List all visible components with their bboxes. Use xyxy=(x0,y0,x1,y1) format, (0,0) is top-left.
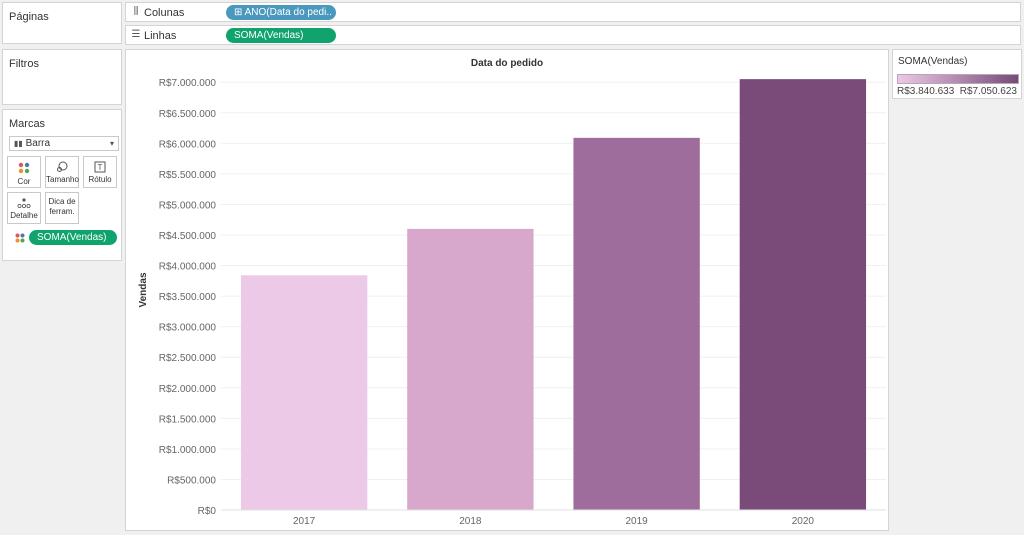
chart-view: Data do pedido R$0 R$500.000 R$1.000.000 R$… xyxy=(125,49,889,531)
legend-max-label: R$7.050.623 xyxy=(959,86,1017,97)
y-tick-label: R$3.500.000 xyxy=(159,292,217,303)
chart-title: Data do pedido xyxy=(470,58,544,69)
bar xyxy=(573,137,700,510)
filtros-title: Filtros xyxy=(9,58,39,70)
color-dots-icon xyxy=(15,233,25,243)
tooltip-button[interactable]: Dica de ferram. xyxy=(45,192,79,224)
color-button[interactable]: Cor xyxy=(7,156,41,188)
rows-icon: ☰ xyxy=(131,29,141,40)
x-tick-label: 2017 xyxy=(293,516,316,527)
columns-shelf[interactable]: ⫼ Colunas ⊞ ANO(Data do pedi.. xyxy=(125,2,1021,22)
y-tick-label: R$3.000.000 xyxy=(159,323,217,334)
y-axis-label: Vendas xyxy=(138,272,149,307)
bar xyxy=(739,79,867,510)
detail-button[interactable]: Detalhe xyxy=(7,192,41,224)
detail-button-label: Detalhe xyxy=(10,211,38,220)
columns-shelf-label: Colunas xyxy=(144,7,185,19)
filtros-panel[interactable]: Filtros xyxy=(2,49,122,105)
x-tick-label: 2018 xyxy=(459,516,482,527)
y-tick-label: R$2.500.000 xyxy=(159,353,217,364)
y-tick-label: R$6.000.000 xyxy=(159,139,217,150)
y-tick-label: R$1.000.000 xyxy=(159,445,217,456)
size-button-label: Tamanho xyxy=(46,175,79,184)
y-tick-label: R$6.500.000 xyxy=(159,109,217,120)
y-tick-label: R$2.000.000 xyxy=(159,384,217,395)
y-tick-label: R$1.500.000 xyxy=(159,414,217,425)
color-legend[interactable]: SOMA(Vendas) R$3.840.633 R$7.050.623 xyxy=(892,49,1022,99)
tooltip-button-label: Dica de ferram. xyxy=(48,197,76,216)
rows-field-pill[interactable]: SOMA(Vendas) xyxy=(226,28,336,43)
label-button-label: Rótulo xyxy=(88,175,112,184)
columns-icon: ⫼ xyxy=(133,6,139,17)
chevron-down-icon: ▾ xyxy=(109,139,114,148)
size-button[interactable]: Tamanho xyxy=(45,156,79,188)
label-button[interactable]: T Rótulo xyxy=(83,156,117,188)
marcas-panel: Marcas ▮▮ Barra ▾ Cor Tamanho T Rótulo D… xyxy=(2,109,122,261)
y-tick-label: R$5.500.000 xyxy=(159,170,217,181)
rows-shelf[interactable]: ☰ Linhas SOMA(Vendas) xyxy=(125,25,1021,45)
y-tick-label: R$4.000.000 xyxy=(159,262,217,273)
bar-chart-icon: ▮▮ xyxy=(14,139,23,148)
mark-type-label: Barra xyxy=(25,138,51,149)
bar-chart: R$0 R$500.000 R$1.000.000 R$1.500.000 R$2.00… xyxy=(138,78,886,527)
size-icon xyxy=(57,161,68,172)
color-dots-icon xyxy=(18,162,30,174)
paginas-title: Páginas xyxy=(9,11,49,23)
detail-icon xyxy=(17,198,31,209)
marcas-title: Marcas xyxy=(9,118,46,130)
legend-title: SOMA(Vendas) xyxy=(898,56,968,67)
svg-text:T: T xyxy=(98,163,103,172)
columns-field-pill[interactable]: ⊞ ANO(Data do pedi.. xyxy=(226,5,336,20)
label-icon: T xyxy=(94,161,106,173)
mark-type-select[interactable]: ▮▮ Barra ▾ xyxy=(9,136,119,151)
color-button-label: Cor xyxy=(17,177,31,186)
y-tick-label: R$500.000 xyxy=(167,475,216,486)
legend-min-label: R$3.840.633 xyxy=(897,86,955,97)
legend-gradient xyxy=(897,74,1019,84)
y-tick-label: R$7.000.000 xyxy=(159,78,217,89)
bar xyxy=(240,275,368,510)
rows-shelf-label: Linhas xyxy=(144,30,177,42)
y-tick-label: R$0 xyxy=(198,506,217,517)
marks-field-pill[interactable]: SOMA(Vendas) xyxy=(29,230,117,245)
bar xyxy=(407,228,534,510)
y-tick-label: R$5.000.000 xyxy=(159,200,217,211)
y-tick-label: R$4.500.000 xyxy=(159,231,217,242)
x-tick-label: 2020 xyxy=(792,516,815,527)
x-tick-label: 2019 xyxy=(626,516,649,527)
paginas-panel: Páginas xyxy=(2,2,122,44)
